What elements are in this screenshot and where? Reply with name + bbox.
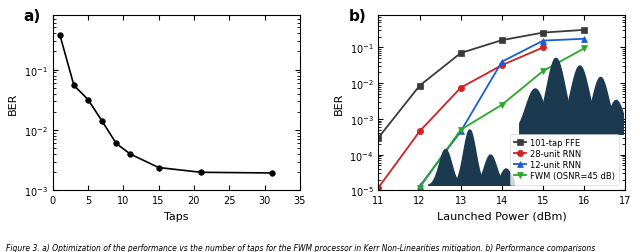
101-tap FFE xyxy=(374,137,382,140)
FWM (OSNR=45 dB) xyxy=(416,186,424,190)
Text: Figure 3. a) Optimization of the performance vs the number of taps for the FWM p: Figure 3. a) Optimization of the perform… xyxy=(6,243,596,252)
Text: a): a) xyxy=(23,9,40,24)
101-tap FFE xyxy=(457,52,465,55)
Text: b): b) xyxy=(349,9,367,24)
Y-axis label: BER: BER xyxy=(334,92,344,115)
Y-axis label: BER: BER xyxy=(8,92,19,115)
FWM (OSNR=45 dB) xyxy=(498,104,506,107)
12-unit RNN xyxy=(540,40,547,43)
12-unit RNN xyxy=(416,185,424,188)
101-tap FFE xyxy=(580,29,588,32)
Legend: 101-tap FFE, 28-unit RNN, 12-unit RNN, FWM (OSNR=45 dB): 101-tap FFE, 28-unit RNN, 12-unit RNN, F… xyxy=(509,135,619,185)
FWM (OSNR=45 dB) xyxy=(540,70,547,73)
101-tap FFE xyxy=(416,85,424,88)
Line: FWM (OSNR=45 dB): FWM (OSNR=45 dB) xyxy=(417,46,588,191)
28-unit RNN xyxy=(498,64,506,67)
28-unit RNN xyxy=(457,87,465,90)
12-unit RNN xyxy=(457,130,465,133)
FWM (OSNR=45 dB) xyxy=(580,48,588,51)
X-axis label: Taps: Taps xyxy=(164,211,189,221)
X-axis label: Launched Power (dBm): Launched Power (dBm) xyxy=(437,211,567,221)
Line: 101-tap FFE: 101-tap FFE xyxy=(375,28,588,141)
28-unit RNN xyxy=(416,130,424,133)
28-unit RNN xyxy=(540,47,547,50)
101-tap FFE xyxy=(540,32,547,35)
FWM (OSNR=45 dB) xyxy=(457,129,465,132)
12-unit RNN xyxy=(498,61,506,64)
28-unit RNN xyxy=(374,186,382,190)
101-tap FFE xyxy=(498,40,506,43)
Line: 12-unit RNN: 12-unit RNN xyxy=(417,37,588,190)
Line: 28-unit RNN: 28-unit RNN xyxy=(375,45,547,191)
12-unit RNN xyxy=(580,38,588,41)
